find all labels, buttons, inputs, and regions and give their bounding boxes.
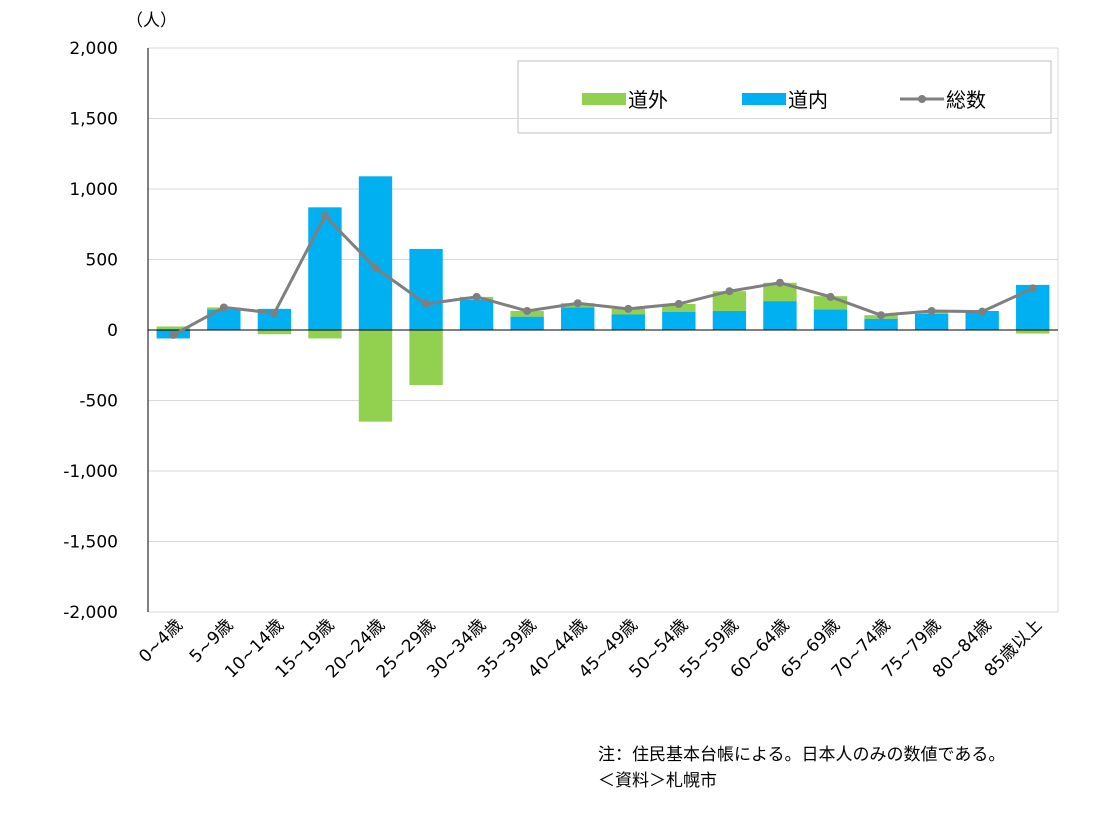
point xyxy=(219,303,228,312)
note: 注：住民基本台帳による。日本人のみの数値である。 xyxy=(598,745,1006,765)
line xyxy=(172,213,1034,337)
point xyxy=(927,306,936,315)
bar xyxy=(763,282,797,302)
bar xyxy=(1016,330,1050,334)
point xyxy=(978,307,987,316)
point xyxy=(674,299,683,308)
point xyxy=(877,311,886,320)
bar xyxy=(864,318,898,330)
point xyxy=(422,299,431,308)
x-tick-label: 0~4歳 xyxy=(135,615,187,667)
point xyxy=(320,211,329,220)
y-tick-label: -2,000 xyxy=(63,603,118,623)
point xyxy=(775,278,784,287)
x-tick-group: 0~4歳 xyxy=(135,615,187,667)
bar xyxy=(712,291,747,311)
bar xyxy=(257,308,292,330)
point xyxy=(169,330,178,339)
point xyxy=(725,287,734,296)
bar xyxy=(510,316,544,330)
point xyxy=(1028,284,1037,293)
bar xyxy=(813,309,848,330)
unit-label: （人） xyxy=(126,11,177,31)
legend-label: 道外 xyxy=(628,88,668,112)
point xyxy=(523,306,532,315)
legend-swatch xyxy=(582,93,626,105)
bar xyxy=(459,299,494,330)
y-tick-label: 1,000 xyxy=(69,180,118,200)
y-tick-label: -500 xyxy=(79,392,118,412)
y-tick-label: -1,000 xyxy=(63,462,118,482)
bar xyxy=(358,330,393,422)
bar xyxy=(308,330,342,339)
point xyxy=(573,299,582,308)
y-tick-label: 500 xyxy=(86,251,118,271)
bar xyxy=(914,313,949,330)
legend-swatch xyxy=(742,93,786,105)
legend-point xyxy=(918,95,926,103)
bar xyxy=(409,248,443,330)
y-tick-label: -1,500 xyxy=(63,533,118,553)
bar xyxy=(409,330,443,385)
chart: （人） -2,000 -1,500 -1,000 -500 0 500 1,000 1,500… xyxy=(63,11,1059,682)
bar xyxy=(611,314,645,330)
bar xyxy=(257,330,292,335)
y-tick-label: 1,500 xyxy=(69,110,118,130)
source: ＜資料＞札幌市 xyxy=(598,771,717,791)
y-tick-label: 2,000 xyxy=(69,39,118,59)
legend-label: 道内 xyxy=(788,88,828,112)
bar xyxy=(662,311,696,330)
bar xyxy=(712,310,747,330)
point xyxy=(826,292,835,301)
point xyxy=(472,292,481,301)
point xyxy=(624,304,633,313)
bar xyxy=(965,310,999,330)
point xyxy=(371,263,380,272)
bar xyxy=(763,301,797,330)
bar xyxy=(358,176,393,330)
point xyxy=(270,309,279,318)
bar xyxy=(156,326,190,330)
bar xyxy=(561,307,595,330)
y-tick-label: 0 xyxy=(107,321,118,341)
legend-label: 総数 xyxy=(946,88,986,112)
bar xyxy=(207,309,241,330)
